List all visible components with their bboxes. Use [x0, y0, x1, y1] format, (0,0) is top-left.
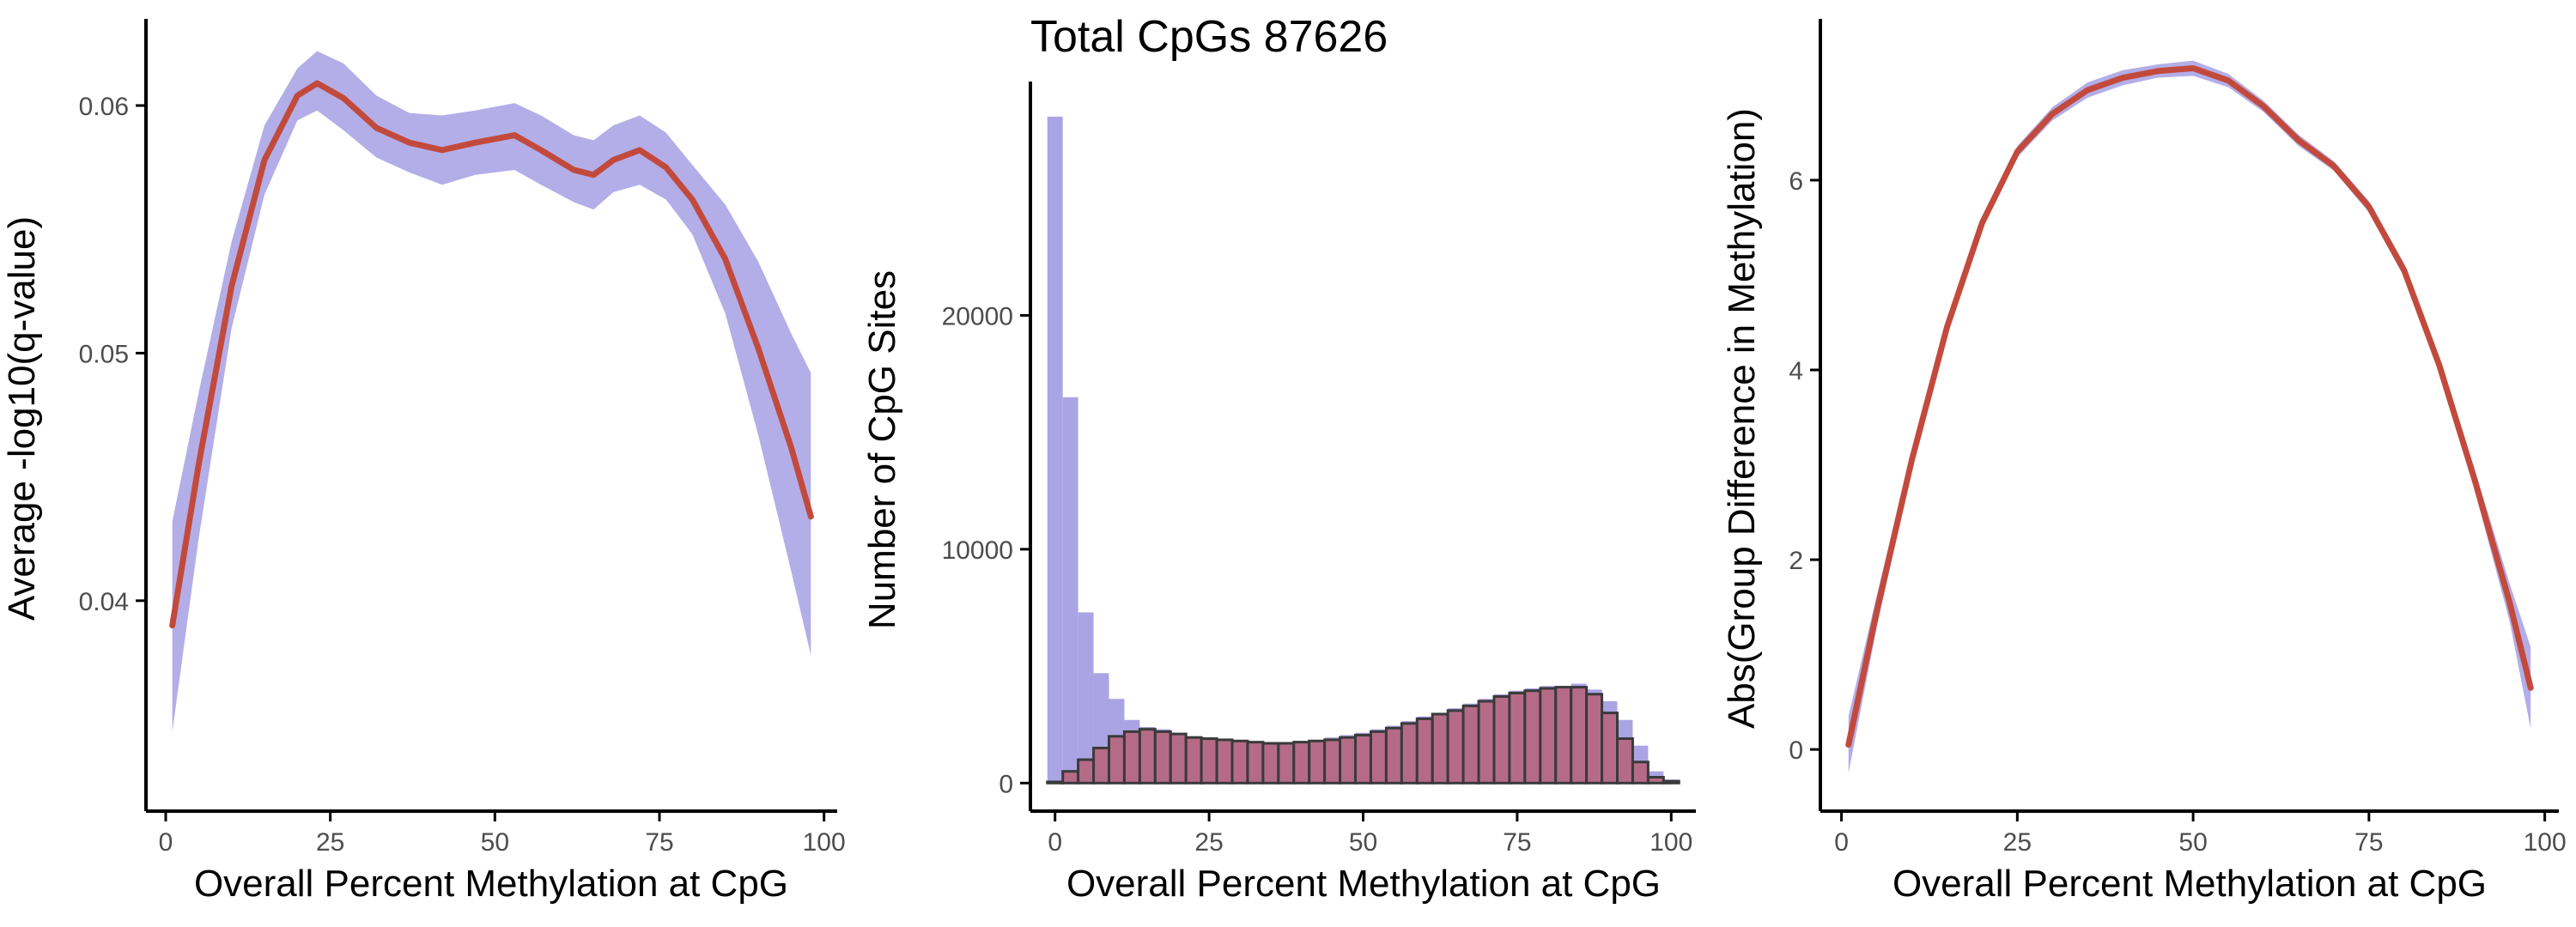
- x-tick-label: 100: [2524, 828, 2567, 857]
- significant-cpg-bar: [1184, 736, 1203, 785]
- confidence-band: [1848, 60, 2531, 773]
- y-tick-label: 4: [1789, 357, 1803, 385]
- x-tick-label: 50: [2178, 828, 2207, 857]
- significant-cpg-bar: [1662, 779, 1680, 785]
- x-tick-label: 50: [481, 828, 509, 857]
- significant-cpg-bar: [1153, 730, 1172, 785]
- significant-cpg-bar: [1061, 770, 1080, 785]
- significant-cpg-bar: [1046, 780, 1065, 785]
- significant-cpg-bar: [1616, 737, 1634, 785]
- significant-cpg-bar: [1077, 758, 1096, 785]
- significant-cpg-bar: [1169, 732, 1188, 785]
- x-tick-label: 0: [1834, 828, 1849, 857]
- group-difference-panel: 0 25 50 75 100 0 2 4 6 Overall Percent Methylatio…: [1721, 19, 2567, 905]
- x-tick-label: 75: [645, 828, 673, 857]
- y-tick-label: 20000: [942, 302, 1013, 330]
- significant-cpg-bar: [1384, 726, 1403, 785]
- significant-cpg-bar: [1461, 704, 1480, 785]
- all-cpg-bar: [1078, 612, 1094, 784]
- x-axis-title: Overall Percent Methylation at CpG: [1066, 863, 1661, 905]
- significant-cpg-bar: [1492, 695, 1511, 785]
- significant-cpg-bar: [1539, 687, 1558, 785]
- y-axis-title: Average -log10(q-value): [1, 216, 43, 621]
- x-tick-label: 50: [1349, 828, 1377, 857]
- smooth-line: [1845, 64, 2534, 748]
- significant-cpg-bar: [1601, 712, 1619, 785]
- significant-cpg-bar: [1107, 735, 1126, 785]
- significant-cpg-bar: [1261, 742, 1280, 785]
- significant-cpg-bar: [1215, 738, 1234, 785]
- significant-cpg-bar: [1554, 686, 1573, 785]
- significant-cpg-bar: [1570, 686, 1589, 785]
- x-tick-label: 25: [2003, 828, 2032, 857]
- significant-cpg-bar: [1138, 728, 1157, 785]
- significant-cpg-bar: [1415, 717, 1434, 785]
- q-value-panel: 0 25 50 75 100 0.04 0.05 0.06 Overall Percent Me…: [1, 19, 846, 905]
- x-tick-label: 0: [159, 828, 173, 857]
- significant-cpg-bar: [1523, 689, 1542, 785]
- smooth-line: [169, 80, 814, 629]
- significant-cpg-bar: [1477, 700, 1496, 785]
- x-axis-title: Overall Percent Methylation at CpG: [194, 863, 788, 905]
- significant-cpg-bar: [1646, 775, 1665, 785]
- cpg-histogram-panel: 0 25 50 75 100 0 10000 20000 Overall Percent Met…: [861, 12, 1696, 905]
- significant-cpg-bar: [1200, 737, 1218, 785]
- all-cpg-bar: [1047, 116, 1063, 784]
- x-tick-label: 100: [1649, 828, 1692, 857]
- significant-cpg-bar: [1631, 760, 1649, 785]
- significant-cpg-bar: [1400, 722, 1419, 785]
- y-tick-label: 0.05: [79, 340, 129, 368]
- y-tick-label: 0.06: [79, 93, 129, 121]
- significant-cpg-bar: [1308, 739, 1327, 785]
- significant-cpg-bar: [1354, 733, 1372, 785]
- x-tick-label: 75: [1503, 828, 1531, 857]
- significant-cpg-bar: [1246, 741, 1265, 785]
- y-axis-title: Number of CpG Sites: [861, 270, 903, 629]
- y-tick-label: 0: [1789, 736, 1803, 765]
- x-tick-label: 100: [803, 828, 846, 857]
- y-tick-label: 2: [1789, 547, 1803, 575]
- y-axis-title: Abs(Group Difference in Methylation): [1721, 108, 1763, 729]
- significant-cpg-bar: [1092, 746, 1110, 785]
- significant-cpg-bar: [1277, 742, 1296, 785]
- y-tick-label: 0: [999, 770, 1013, 798]
- significant-cpg-bar: [1122, 730, 1141, 785]
- significant-cpg-bar: [1339, 736, 1358, 785]
- plot-title: Total CpGs 87626: [1030, 12, 1388, 62]
- y-tick-label: 0.04: [79, 588, 129, 616]
- significant-cpg-bar: [1323, 738, 1342, 785]
- x-tick-label: 75: [2354, 828, 2383, 857]
- significant-cpg-bar: [1230, 739, 1249, 785]
- y-tick-label: 6: [1789, 167, 1803, 196]
- all-cpg-bar: [1062, 397, 1078, 784]
- x-tick-label: 25: [316, 828, 344, 857]
- significant-cpg-bar: [1431, 712, 1449, 785]
- significant-cpg-bar: [1585, 693, 1604, 785]
- significant-cpg-bar: [1369, 730, 1388, 785]
- x-tick-label: 25: [1194, 828, 1223, 857]
- y-tick-label: 10000: [942, 536, 1013, 565]
- significant-cpg-bar: [1508, 691, 1527, 785]
- x-axis-title: Overall Percent Methylation at CpG: [1893, 863, 2487, 905]
- x-tick-label: 0: [1048, 828, 1062, 857]
- significant-cpg-bar: [1446, 709, 1465, 785]
- significant-cpg-bar: [1292, 741, 1311, 785]
